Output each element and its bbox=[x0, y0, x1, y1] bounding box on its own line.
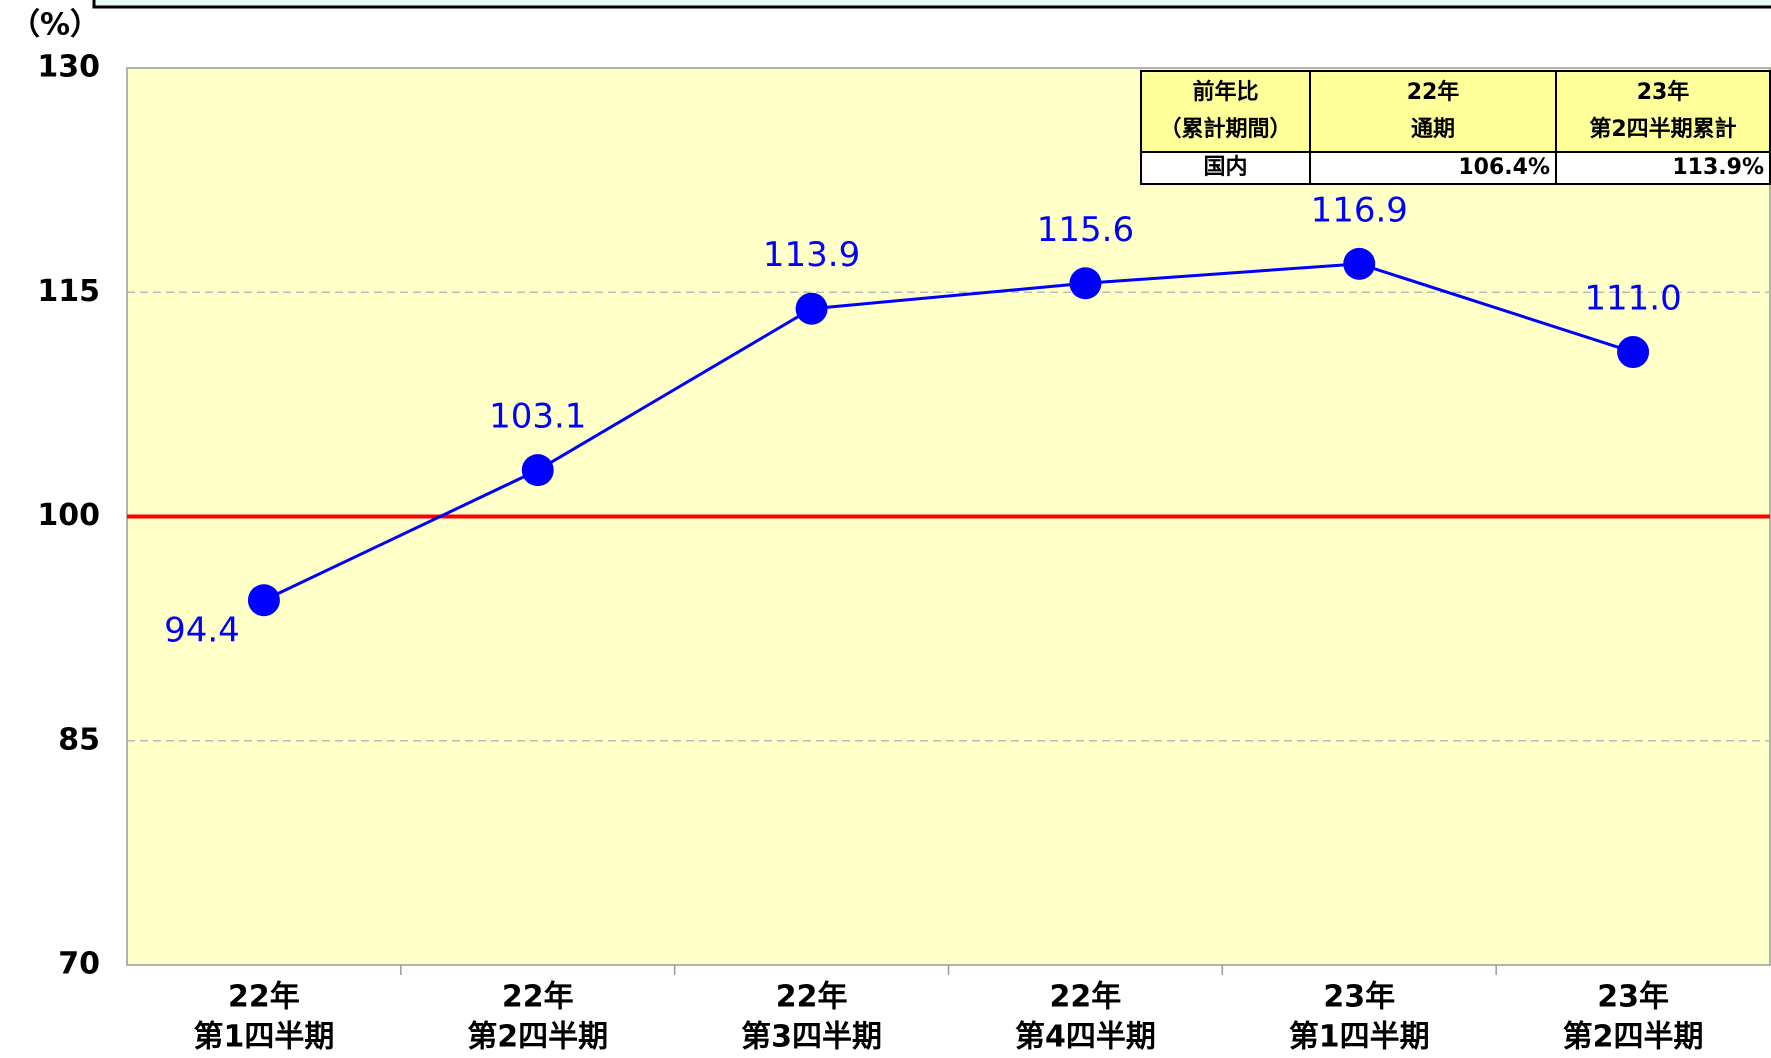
table-cell bbox=[1140, 151, 1311, 185]
x-tick-label: 22年 bbox=[1050, 980, 1122, 1015]
x-tick-label: 22年 bbox=[228, 980, 300, 1015]
value-label: 113.9 bbox=[763, 235, 860, 275]
table-header-text: 23年 bbox=[1637, 79, 1690, 105]
x-tick-label: 第2四半期 bbox=[467, 1020, 608, 1055]
x-tick-label: 第2四半期 bbox=[1563, 1020, 1704, 1055]
marker bbox=[1343, 247, 1376, 280]
marker bbox=[521, 454, 554, 487]
table-cell bbox=[1309, 151, 1557, 185]
table-header-text: 第2四半期累計 bbox=[1589, 116, 1736, 142]
y-tick-label: 100 bbox=[37, 498, 100, 533]
y-tick-label: 130 bbox=[37, 50, 100, 85]
marker bbox=[795, 292, 828, 325]
x-tick-label: 23年 bbox=[1597, 980, 1669, 1015]
x-tick-label: 22年 bbox=[502, 980, 574, 1015]
line bbox=[263, 262, 1634, 602]
table-cell-text: 113.9% bbox=[1672, 155, 1764, 180]
y-unit: （%） bbox=[10, 8, 100, 43]
marker bbox=[1069, 267, 1102, 300]
x-tick-label: 23年 bbox=[1323, 980, 1395, 1015]
value-label: 103.1 bbox=[489, 397, 586, 437]
marker bbox=[247, 584, 280, 617]
x-tick-label: 第1四半期 bbox=[193, 1020, 334, 1055]
x-tick-label: 第1四半期 bbox=[1289, 1020, 1430, 1055]
table-header-cell bbox=[1555, 70, 1771, 153]
marker bbox=[1617, 336, 1650, 369]
value-label: 115.6 bbox=[1037, 210, 1134, 250]
x-tick-label: 第4四半期 bbox=[1015, 1020, 1156, 1055]
value-label: 116.9 bbox=[1311, 190, 1408, 230]
x-tick-label: 第3四半期 bbox=[741, 1020, 882, 1055]
table-cell-text: 国内 bbox=[1203, 155, 1247, 180]
top-frame bbox=[92, 0, 1771, 9]
value-label: 111.0 bbox=[1584, 279, 1681, 319]
table-header-cell bbox=[1140, 70, 1311, 153]
table-cell-text: 106.4% bbox=[1458, 155, 1550, 180]
y-tick-label: 85 bbox=[58, 722, 100, 757]
table-header-text: 前年比 bbox=[1192, 79, 1258, 105]
value-label: 94.4 bbox=[164, 611, 240, 651]
table-header-text: （累計期間） bbox=[1159, 116, 1291, 142]
table-header-text: 22年 bbox=[1407, 79, 1460, 105]
table-header-text: 通期 bbox=[1411, 117, 1455, 142]
y-tick-label: 115 bbox=[37, 274, 100, 309]
x-tick-label: 22年 bbox=[776, 980, 848, 1015]
table-cell bbox=[1555, 151, 1771, 185]
y-tick-label: 70 bbox=[58, 947, 100, 982]
